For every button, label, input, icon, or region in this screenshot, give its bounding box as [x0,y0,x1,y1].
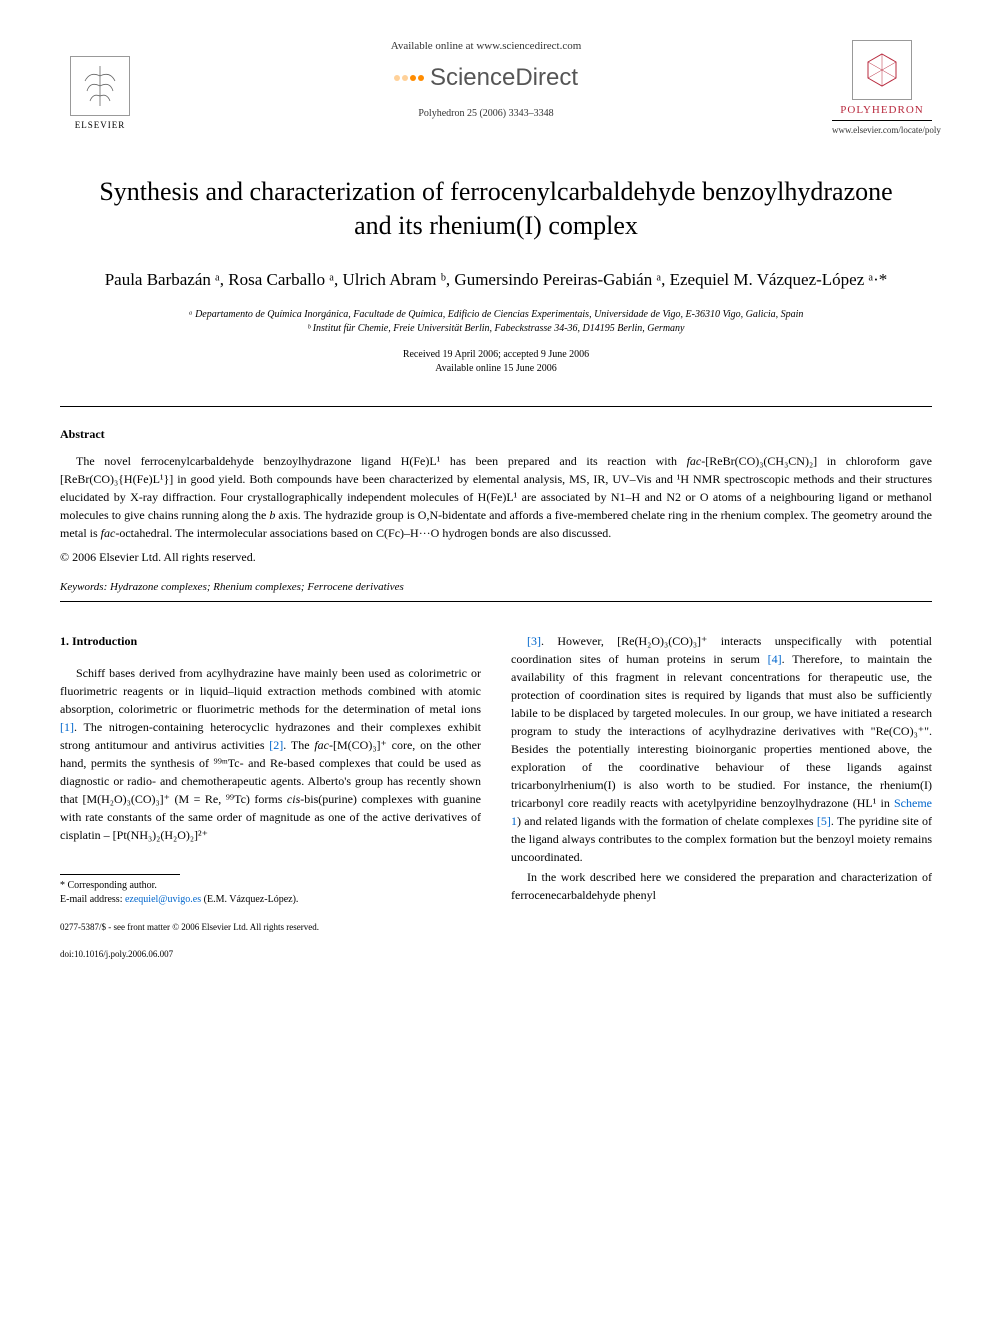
journal-logo-block: POLYHEDRON www.elsevier.com/locate/poly [832,40,932,135]
keywords-text: Hydrazone complexes; Rhenium complexes; … [110,581,404,593]
affiliation-b: ᵇ Institut für Chemie, Freie Universität… [60,322,932,336]
front-matter-line: 0277-5387/$ - see front matter © 2006 El… [60,921,481,934]
center-header: Available online at www.sciencedirect.co… [140,40,832,119]
journal-url: www.elsevier.com/locate/poly [832,125,932,135]
doi-line: doi:10.1016/j.poly.2006.06.007 [60,948,481,961]
elsevier-tree-icon [70,56,130,116]
online-date: Available online 15 June 2006 [60,362,932,376]
corresponding-author-block: * Corresponding author. E-mail address: … [60,874,481,960]
corresponding-author-label: * Corresponding author. [60,879,481,893]
affiliations: ᵃ Departamento de Química Inorgánica, Fa… [60,308,932,336]
keywords-label: Keywords: [60,581,107,593]
abstract-heading: Abstract [60,427,932,442]
abstract-text: The novel ferrocenylcarbaldehyde benzoyl… [60,452,932,542]
article-dates: Received 19 April 2006; accepted 9 June … [60,348,932,376]
article-title: Synthesis and characterization of ferroc… [80,175,912,243]
elsevier-text: ELSEVIER [75,120,126,130]
polyhedron-icon [852,40,912,100]
sciencedirect-text: ScienceDirect [430,64,578,92]
intro-heading: 1. Introduction [60,632,481,650]
body-columns: 1. Introduction Schiff bases derived fro… [60,632,932,960]
intro-paragraph-3: In the work described here we considered… [511,868,932,904]
journal-name: POLYHEDRON [832,104,932,116]
left-column: 1. Introduction Schiff bases derived fro… [60,632,481,960]
right-column: [3]. However, [Re(H₂O)₃(CO)₃]⁺ interacts… [511,632,932,960]
email-line: E-mail address: ezequiel@uvigo.es (E.M. … [60,893,481,907]
available-online-text: Available online at www.sciencedirect.co… [160,40,812,52]
intro-paragraph-1: Schiff bases derived from acylhydrazine … [60,664,481,844]
copyright-text: © 2006 Elsevier Ltd. All rights reserved… [60,550,932,565]
elsevier-logo: ELSEVIER [60,40,140,130]
publisher-header: ELSEVIER Available online at www.science… [60,40,932,135]
journal-citation: Polyhedron 25 (2006) 3343–3348 [160,108,812,119]
email-label: E-mail address: [60,894,122,905]
affiliation-a: ᵃ Departamento de Química Inorgánica, Fa… [60,308,932,322]
email-author-name: (E.M. Vázquez-López). [204,894,299,905]
keywords-line: Keywords: Hydrazone complexes; Rhenium c… [60,581,932,593]
author-email[interactable]: ezequiel@uvigo.es [125,894,201,905]
intro-paragraph-2: [3]. However, [Re(H₂O)₃(CO)₃]⁺ interacts… [511,632,932,866]
sciencedirect-icon [394,75,424,81]
sciencedirect-logo: ScienceDirect [160,64,812,92]
authors: Paula Barbazán ᵃ, Rosa Carballo ᵃ, Ulric… [60,267,932,293]
received-date: Received 19 April 2006; accepted 9 June … [60,348,932,362]
